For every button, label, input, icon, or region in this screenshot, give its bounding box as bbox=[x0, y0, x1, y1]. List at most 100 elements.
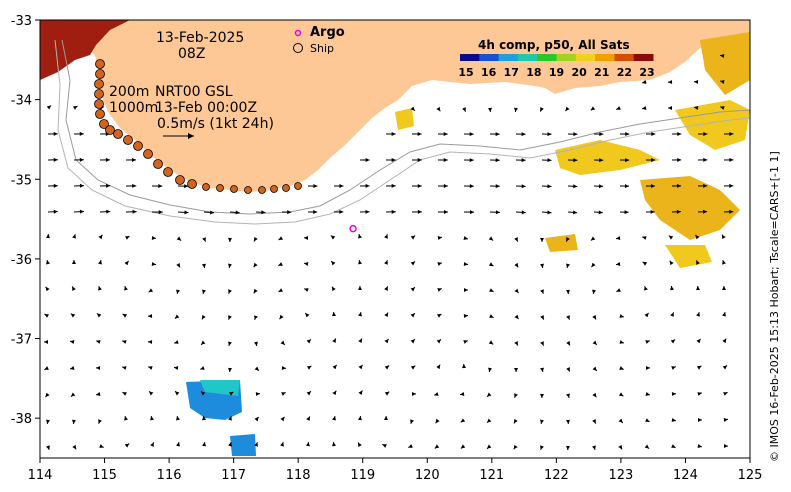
current-arrow-head bbox=[463, 314, 468, 318]
current-arrow-head bbox=[566, 315, 570, 320]
current-arrow-head bbox=[696, 286, 700, 291]
current-arrow-head bbox=[202, 263, 206, 268]
current-arrow-head bbox=[281, 392, 286, 396]
sst-patch-east-1 bbox=[555, 140, 660, 175]
current-arrow-head bbox=[720, 106, 725, 110]
time-label: 08Z bbox=[178, 46, 206, 62]
current-arrow-head bbox=[443, 158, 448, 163]
current-arrow-head bbox=[540, 107, 544, 112]
current-arrow-head bbox=[521, 184, 526, 189]
x-tick-label: 125 bbox=[738, 468, 763, 483]
current-arrow-head bbox=[443, 209, 448, 214]
colorbar-tick-label: 19 bbox=[549, 66, 564, 79]
current-arrow-head bbox=[592, 366, 597, 371]
current-arrow-head bbox=[202, 416, 206, 421]
current-arrow-head bbox=[122, 313, 128, 318]
current-arrow-head bbox=[122, 366, 127, 370]
current-arrow-head bbox=[200, 366, 205, 370]
current-arrow-head bbox=[53, 131, 58, 136]
current-arrow-head bbox=[463, 288, 468, 292]
ship-position bbox=[95, 59, 105, 69]
current-arrow-head bbox=[384, 234, 388, 239]
ship-position bbox=[187, 179, 197, 189]
current-arrow-head bbox=[616, 262, 621, 266]
current-arrow-head bbox=[514, 107, 518, 112]
current-arrow-head bbox=[723, 418, 728, 422]
x-tick-label: 122 bbox=[544, 468, 569, 483]
ship-position bbox=[94, 89, 104, 99]
current-arrow-head bbox=[616, 106, 621, 110]
current-arrow-head bbox=[384, 260, 388, 265]
current-arrow-head bbox=[592, 392, 597, 398]
current-arrow-head bbox=[132, 209, 137, 214]
current-arrow-head bbox=[671, 418, 676, 422]
current-arrow-head bbox=[253, 236, 258, 242]
current-arrow-head bbox=[79, 157, 84, 162]
current-arrow-head bbox=[592, 445, 596, 450]
ship-position bbox=[258, 186, 266, 194]
current-arrow-head bbox=[365, 209, 370, 214]
current-arrow-head bbox=[487, 418, 492, 423]
current-arrow-head bbox=[281, 366, 286, 370]
current-arrow-head bbox=[495, 184, 500, 189]
current-arrow-head bbox=[228, 391, 234, 396]
y-tick-label: -36 bbox=[11, 253, 32, 268]
ship-position bbox=[282, 184, 290, 192]
colorbar-tick-label: 17 bbox=[504, 66, 519, 79]
current-arrow-head bbox=[547, 184, 552, 189]
current-arrow-head bbox=[618, 444, 623, 450]
ship-position bbox=[123, 135, 133, 145]
current-arrow-head bbox=[124, 286, 128, 291]
current-arrow-head bbox=[598, 210, 603, 215]
current-arrow-head bbox=[53, 157, 58, 162]
current-arrow-head bbox=[150, 442, 154, 447]
sst-patch-cool-3 bbox=[230, 434, 256, 456]
current-arrow-head bbox=[98, 286, 102, 291]
current-arrow-head bbox=[566, 367, 570, 372]
current-arrow-head bbox=[566, 289, 570, 294]
current-arrow-head bbox=[729, 183, 734, 188]
current-arrow-head bbox=[122, 340, 127, 344]
ship-position bbox=[94, 99, 104, 109]
current-arrow-head bbox=[435, 418, 440, 424]
colorbar-segment bbox=[517, 54, 538, 61]
ship-position bbox=[230, 185, 238, 193]
current-arrow-head bbox=[332, 442, 336, 447]
current-arrow-head bbox=[148, 366, 153, 370]
current-arrow-head bbox=[358, 286, 362, 291]
current-arrow-head bbox=[73, 106, 78, 110]
current-arrow-head bbox=[411, 392, 416, 396]
current-arrow-head bbox=[53, 183, 58, 188]
current-arrow-head bbox=[460, 392, 465, 396]
x-tick-label: 124 bbox=[673, 468, 698, 483]
ship-position bbox=[133, 141, 143, 151]
current-arrow-head bbox=[332, 338, 336, 343]
current-arrow-head bbox=[514, 341, 518, 346]
current-arrow-head bbox=[469, 210, 475, 215]
current-arrow-head bbox=[489, 314, 494, 318]
current-arrow-head bbox=[174, 340, 179, 344]
current-arrow-head bbox=[642, 261, 648, 266]
current-arrow-head bbox=[644, 312, 649, 318]
current-arrow-head bbox=[313, 184, 318, 189]
current-arrow-head bbox=[228, 416, 232, 421]
current-arrow-head bbox=[599, 158, 604, 163]
colorbar-title: 4h comp, p50, All Sats bbox=[478, 38, 630, 52]
current-arrow-head bbox=[279, 314, 284, 320]
current-arrow-head bbox=[261, 210, 266, 215]
current-arrow-head bbox=[384, 338, 389, 344]
current-arrow-head bbox=[460, 418, 466, 423]
current-arrow-head bbox=[565, 106, 570, 112]
y-tick-label: -38 bbox=[11, 412, 32, 427]
current-arrow-head bbox=[72, 234, 76, 239]
current-arrow-head bbox=[358, 234, 362, 239]
current-arrow-head bbox=[669, 260, 674, 266]
current-arrow-head bbox=[436, 339, 441, 344]
current-arrow-head bbox=[645, 418, 650, 422]
current-arrow-head bbox=[573, 184, 578, 189]
current-arrow-head bbox=[436, 364, 441, 370]
current-arrow-head bbox=[417, 132, 422, 137]
current-arrow-head bbox=[151, 262, 156, 266]
current-arrow-head bbox=[437, 314, 442, 318]
current-arrow-head bbox=[132, 183, 137, 188]
